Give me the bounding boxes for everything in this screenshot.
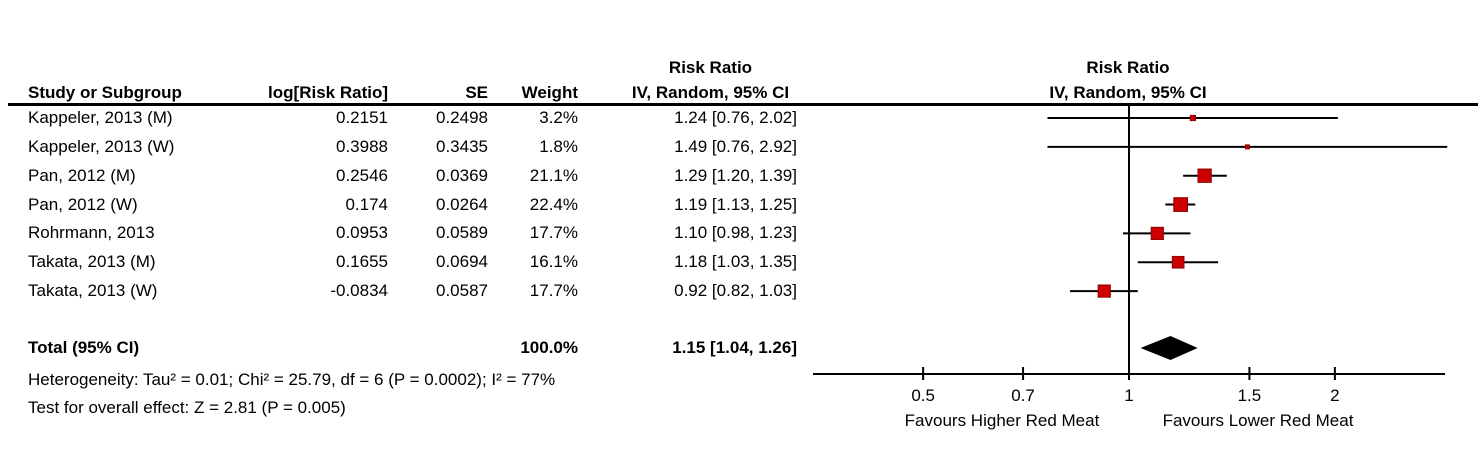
row-se: 0.0587 xyxy=(436,281,488,300)
total-diamond xyxy=(1140,336,1198,360)
row-ci: 1.18 [1.03, 1.35] xyxy=(674,252,797,271)
total-label: Total (95% CI) xyxy=(28,338,140,357)
row-study: Kappeler, 2013 (M) xyxy=(28,108,173,127)
row-study: Pan, 2012 (W) xyxy=(28,195,138,214)
axis-tick-label: 2 xyxy=(1330,386,1339,405)
effect-marker xyxy=(1150,226,1164,241)
effect-marker xyxy=(1173,197,1189,212)
row-study: Kappeler, 2013 (W) xyxy=(28,137,175,156)
row-weight: 1.8% xyxy=(539,137,578,156)
row-weight: 21.1% xyxy=(529,166,578,185)
header-divider xyxy=(8,103,1478,106)
col-header-ci-title: Risk Ratio xyxy=(668,58,753,77)
row-se: 0.3435 xyxy=(436,137,488,156)
row-log-rr: 0.1655 xyxy=(336,252,388,271)
row-se: 0.0694 xyxy=(436,252,488,271)
col-header-weight: Weight xyxy=(521,83,578,102)
effect-marker xyxy=(1244,144,1250,150)
heterogeneity-text: Heterogeneity: Tau² = 0.01; Chi² = 25.79… xyxy=(28,370,556,389)
overall-effect-text: Test for overall effect: Z = 2.81 (P = 0… xyxy=(28,398,346,417)
row-weight: 3.2% xyxy=(539,108,578,127)
row-weight: 17.7% xyxy=(529,223,578,242)
col-header-se: SE xyxy=(465,83,488,102)
row-log-rr: 0.174 xyxy=(345,195,388,214)
row-ci: 1.10 [0.98, 1.23] xyxy=(674,223,797,242)
plot-header-subtitle: IV, Random, 95% CI xyxy=(1049,83,1207,102)
row-ci: 0.92 [0.82, 1.03] xyxy=(674,281,797,300)
favours-left-label: Favours Higher Red Meat xyxy=(905,411,1100,430)
effect-marker xyxy=(1097,284,1111,298)
row-ci: 1.24 [0.76, 2.02] xyxy=(674,108,797,127)
row-log-rr: 0.3988 xyxy=(336,137,388,156)
row-se: 0.0369 xyxy=(436,166,488,185)
axis-tick-label: 1 xyxy=(1124,386,1133,405)
effect-marker xyxy=(1189,114,1196,122)
col-header-study: Study or Subgroup xyxy=(28,83,182,102)
row-study: Rohrmann, 2013 xyxy=(28,223,155,242)
col-header-log-rr: log[Risk Ratio] xyxy=(268,83,388,102)
axis-tick-label: 0.7 xyxy=(1011,386,1035,405)
row-study: Takata, 2013 (M) xyxy=(28,252,156,271)
favours-right-label: Favours Lower Red Meat xyxy=(1163,411,1354,430)
col-header-ci-subtitle: IV, Random, 95% CI xyxy=(631,83,790,102)
row-se: 0.2498 xyxy=(436,108,488,127)
row-weight: 16.1% xyxy=(529,252,578,271)
row-study: Takata, 2013 (W) xyxy=(28,281,158,300)
row-se: 0.0589 xyxy=(436,223,488,242)
row-study: Pan, 2012 (M) xyxy=(28,166,136,185)
total-weight: 100.0% xyxy=(520,338,578,357)
total-ci: 1.15 [1.04, 1.26] xyxy=(672,338,797,357)
row-ci: 1.19 [1.13, 1.25] xyxy=(674,195,797,214)
row-weight: 17.7% xyxy=(529,281,578,300)
row-ci: 1.49 [0.76, 2.92] xyxy=(674,137,797,156)
row-se: 0.0264 xyxy=(436,195,488,214)
effect-marker xyxy=(1197,168,1212,183)
axis-tick-label: 1.5 xyxy=(1238,386,1262,405)
row-ci: 1.29 [1.20, 1.39] xyxy=(674,166,797,185)
row-weight: 22.4% xyxy=(529,195,578,214)
row-log-rr: 0.0953 xyxy=(336,223,388,242)
row-log-rr: -0.0834 xyxy=(330,281,388,300)
row-log-rr: 0.2546 xyxy=(336,166,388,185)
row-log-rr: 0.2151 xyxy=(336,108,388,127)
plot-header-title: Risk Ratio xyxy=(1086,58,1170,77)
effect-marker xyxy=(1171,255,1185,269)
axis-tick-label: 0.5 xyxy=(911,386,935,405)
